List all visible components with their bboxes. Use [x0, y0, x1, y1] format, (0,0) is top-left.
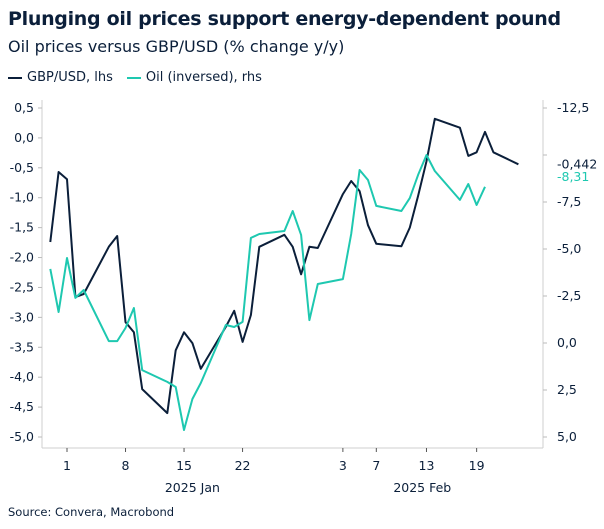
source-note: Source: Convera, Macrobond [8, 505, 175, 519]
legend-label-gbp: GBP/USD, lhs [27, 70, 113, 85]
series-line-oil [49, 154, 486, 431]
left-tick-label: -2,0 [10, 250, 34, 265]
legend-swatch-gbp [8, 76, 22, 79]
x-group-label: 2025 Jan [165, 480, 220, 495]
left-tick-label: -1,0 [10, 190, 34, 205]
series-line-gbp [49, 117, 519, 415]
left-tick-label: -1,5 [10, 220, 34, 235]
x-tick-label: 22 [235, 458, 251, 473]
left-tick-label: -4,0 [10, 369, 34, 384]
left-tick-label: -5,0 [10, 429, 34, 444]
x-tick-label: 7 [372, 458, 380, 473]
x-group-label: 2025 Feb [393, 480, 451, 495]
legend-swatch-oil [126, 76, 141, 79]
right-tick-label: -7,5 [557, 194, 581, 209]
left-tick-label: -3,5 [10, 339, 34, 354]
legend-item-gbp: GBP/USD, lhs [8, 70, 113, 85]
x-tick-label: 19 [469, 458, 485, 473]
right-tick-label: 0,0 [557, 335, 577, 350]
last-value-label-gbp: -0,442 [557, 156, 597, 171]
right-tick-label: -5,0 [557, 241, 581, 256]
legend: GBP/USD, lhs Oil (inversed), rhs [8, 70, 262, 85]
left-tick-label: -4,5 [10, 399, 34, 414]
x-tick-label: 8 [122, 458, 130, 473]
left-tick-label: -2,5 [10, 279, 34, 294]
right-tick-label: -12,5 [557, 100, 589, 115]
right-tick-label: 5,0 [557, 429, 577, 444]
right-tick-label: 2,5 [557, 382, 577, 397]
last-value-label-oil: -8,31 [557, 169, 589, 184]
x-tick-label: 1 [63, 458, 71, 473]
chart-subtitle: Oil prices versus GBP/USD (% change y/y) [8, 37, 345, 56]
x-tick-label: 15 [176, 458, 192, 473]
x-tick-label: 13 [419, 458, 435, 473]
left-tick-label: 0,0 [14, 130, 34, 145]
chart-title: Plunging oil prices support energy-depen… [8, 8, 561, 30]
left-tick-label: -0,5 [10, 160, 34, 175]
legend-item-oil: Oil (inversed), rhs [126, 70, 262, 85]
x-tick-label: 3 [339, 458, 347, 473]
left-tick-label: -3,0 [10, 309, 34, 324]
right-tick-label: -2,5 [557, 288, 581, 303]
left-tick-label: 0,5 [14, 100, 34, 115]
legend-label-oil: Oil (inversed), rhs [145, 70, 262, 85]
